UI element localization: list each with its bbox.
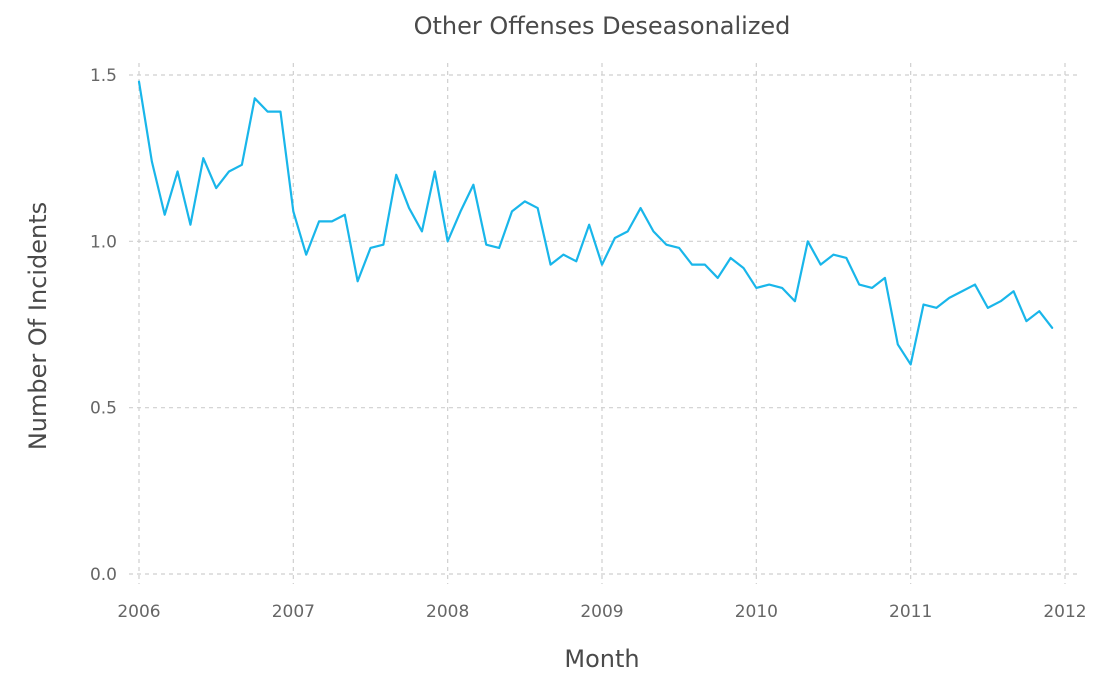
x-tick-label: 2007 — [272, 602, 315, 622]
grid — [129, 63, 1080, 584]
y-tick-label: 0.5 — [90, 399, 117, 419]
y-axis-label: Number Of Incidents — [24, 202, 52, 450]
x-axis-ticks: 2006 2007 2008 2009 2010 2011 2012 — [117, 602, 1086, 622]
x-tick-label: 2010 — [735, 602, 778, 622]
y-tick-label: 0.0 — [90, 565, 117, 585]
series-line — [137, 80, 1054, 366]
y-tick-label: 1.0 — [90, 232, 117, 252]
x-axis-label: Month — [564, 645, 639, 673]
x-tick-label: 2012 — [1043, 602, 1086, 622]
chart-title: Other Offenses Deseasonalized — [414, 12, 791, 40]
y-tick-label: 1.5 — [90, 66, 117, 86]
x-tick-label: 2008 — [426, 602, 469, 622]
x-tick-label: 2006 — [117, 602, 160, 622]
x-tick-label: 2011 — [889, 602, 932, 622]
y-axis-ticks: 0.0 0.5 1.0 1.5 — [90, 66, 117, 585]
x-tick-label: 2009 — [580, 602, 623, 622]
